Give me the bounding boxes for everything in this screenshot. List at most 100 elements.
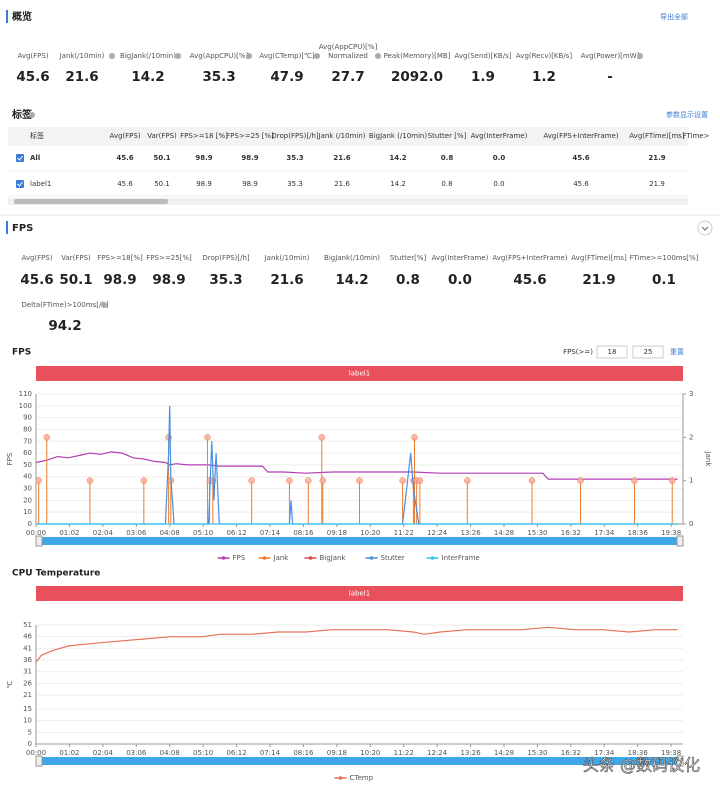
- x-tick-label: 08:16: [293, 749, 314, 757]
- metric-label: FPS>=18[%]: [97, 254, 143, 262]
- metric-label: Stutter[%]: [390, 254, 427, 262]
- table-header: Avg(FPS+InterFrame): [543, 132, 618, 140]
- metric-label: Avg(FPS+InterFrame): [492, 254, 567, 262]
- table-cell: label1: [30, 180, 51, 188]
- metric-value: 14.2: [335, 272, 368, 288]
- y-axis-label: ℃: [6, 680, 14, 688]
- metric-value: 0.0: [448, 272, 472, 288]
- section-bar: [6, 221, 8, 234]
- x-tick-label: 15:30: [527, 529, 547, 537]
- x-tick-label: 16:32: [561, 529, 581, 537]
- checkbox[interactable]: [16, 154, 24, 162]
- x-tick-label: 01:02: [59, 749, 79, 757]
- y-tick-label: 80: [23, 425, 32, 433]
- legend-label[interactable]: BigJank: [320, 554, 347, 562]
- checkbox[interactable]: [16, 180, 24, 188]
- x-tick-label: 04:08: [160, 749, 180, 757]
- metric-value: 45.6: [513, 272, 546, 288]
- y-tick-label: 0: [28, 740, 32, 748]
- y2-tick-label: 2: [689, 433, 693, 441]
- metric-label: Avg(InterFrame): [432, 254, 489, 262]
- legend-label[interactable]: Jank: [273, 554, 290, 562]
- x-tick-label: 02:04: [93, 749, 114, 757]
- legend-label[interactable]: CTemp: [350, 774, 374, 782]
- filter-input-value[interactable]: 18: [608, 348, 617, 356]
- legend-swatch-dot: [308, 556, 313, 560]
- jank-marker: [528, 477, 536, 484]
- x-tick-label: 03:06: [126, 749, 147, 757]
- x-tick-label: 19:38: [661, 749, 681, 757]
- legend-label[interactable]: InterFrame: [442, 554, 480, 562]
- table-cell: 0.8: [441, 180, 452, 188]
- metric-value: 0.1: [652, 272, 676, 288]
- legend-swatch-dot: [369, 556, 374, 560]
- y2-tick-label: 0: [689, 520, 693, 528]
- slider-handle[interactable]: [676, 535, 684, 547]
- y-tick-label: 21: [23, 691, 32, 699]
- slider-handle[interactable]: [35, 755, 43, 767]
- metric-value: 1.2: [532, 69, 556, 85]
- jank-marker: [668, 477, 676, 484]
- metric-value: 98.9: [152, 272, 185, 288]
- x-tick-label: 12:24: [427, 749, 448, 757]
- slider-handle[interactable]: [676, 755, 684, 767]
- x-tick-label: 17:34: [594, 529, 615, 537]
- filter-input-value[interactable]: 25: [644, 348, 653, 356]
- y-tick-label: 36: [23, 656, 32, 664]
- filter-input[interactable]: [632, 345, 664, 359]
- x-tick-label: 10:20: [360, 529, 380, 537]
- jank-marker: [631, 477, 638, 484]
- y-tick-label: 10: [23, 717, 32, 725]
- legend-label[interactable]: FPS: [233, 554, 246, 562]
- table-cell: 14.2: [389, 154, 406, 162]
- x-tick-label: 05:10: [193, 749, 213, 757]
- y-tick-label: 60: [23, 449, 32, 457]
- table-cell: 35.3: [286, 154, 303, 162]
- export-link[interactable]: 导出全部: [660, 12, 688, 21]
- label-band-text: label1: [349, 590, 370, 598]
- metric-label: Jank(/10min): [264, 254, 310, 262]
- metric-label: BigJank(/10min): [120, 52, 176, 60]
- table-cell: 98.9: [242, 180, 258, 188]
- legend-label[interactable]: Stutter: [381, 554, 405, 562]
- label-band: [36, 366, 683, 381]
- metric-value: 98.9: [103, 272, 136, 288]
- table-header: FTime>: [683, 132, 710, 140]
- help-icon: [109, 53, 115, 59]
- table-header: Var(FPS): [147, 132, 177, 140]
- y-tick-label: 90: [23, 414, 32, 422]
- y2-tick-label: 1: [689, 477, 693, 485]
- filter-input[interactable]: [596, 345, 628, 359]
- metric-label: Avg(AppCPU)[%]: [190, 52, 249, 60]
- help-icon: [375, 53, 381, 59]
- x-tick-label: 19:38: [661, 529, 681, 537]
- zoom-slider[interactable]: [36, 537, 683, 545]
- y-tick-label: 41: [23, 644, 32, 652]
- x-tick-label: 06:12: [226, 529, 246, 537]
- metric-label: Drop(FPS)[/h]: [202, 254, 250, 262]
- jank-marker: [204, 434, 211, 441]
- metric-label: Avg(Send)[KB/s]: [455, 52, 512, 60]
- y-tick-label: 0: [28, 520, 32, 528]
- zoom-slider[interactable]: [36, 757, 683, 765]
- scrollbar-thumb[interactable]: [14, 199, 168, 204]
- settings-link[interactable]: 参数显示设置: [666, 110, 708, 119]
- metric-value: 27.7: [331, 69, 364, 85]
- collapse-button[interactable]: [697, 220, 713, 236]
- legend-swatch-dot: [430, 556, 435, 560]
- slider-handle[interactable]: [35, 535, 43, 547]
- y-tick-label: 31: [23, 668, 32, 676]
- help-icon: [314, 53, 320, 59]
- filter-label: FPS(>=): [563, 348, 593, 356]
- table-header: Avg(InterFrame): [471, 132, 528, 140]
- checkmark: [17, 181, 23, 187]
- table-header: FPS>=25 [%]: [226, 132, 274, 140]
- jank-marker: [305, 477, 312, 484]
- chart-title: FPS: [12, 348, 31, 358]
- series-line: [36, 405, 678, 525]
- table-cell: 45.6: [117, 180, 133, 188]
- jank-marker: [356, 477, 363, 484]
- reset-link[interactable]: 重置: [670, 348, 684, 356]
- x-tick-label: 05:10: [193, 529, 213, 537]
- metric-label: Avg(FPS): [21, 254, 52, 262]
